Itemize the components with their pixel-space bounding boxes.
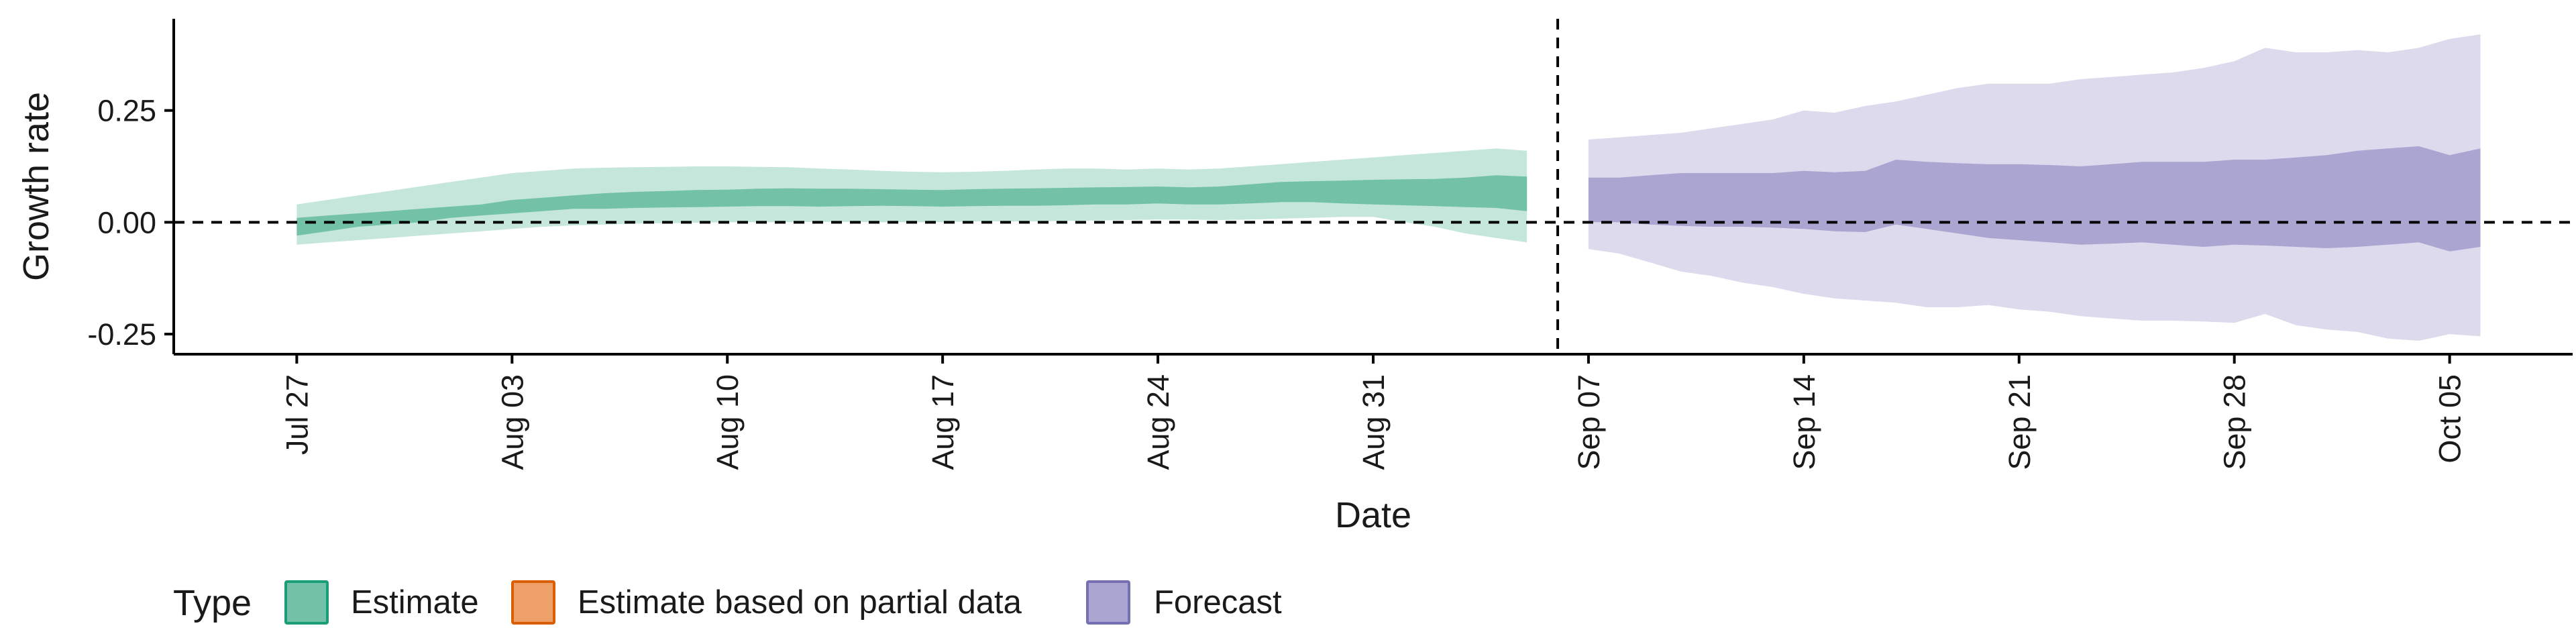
y-axis-title: Growth rate: [16, 92, 56, 281]
x-tick-label: Aug 10: [710, 374, 745, 470]
legend-key-forecast: [1086, 580, 1130, 625]
x-tick-label: Aug 31: [1356, 374, 1391, 470]
legend: Type Estimate Estimate based on partial …: [173, 580, 1282, 625]
legend-key-estimate: [284, 580, 329, 625]
x-tick-label: Aug 03: [495, 374, 529, 470]
x-tick-label: Oct 05: [2433, 374, 2467, 464]
y-tick-label: 0.25: [97, 94, 156, 128]
legend-label-partial: Estimate based on partial data: [578, 584, 1022, 621]
legend-label-forecast: Forecast: [1154, 584, 1282, 621]
plot-area: [174, 19, 2573, 354]
legend-key-partial: [511, 580, 555, 625]
x-tick-label: Aug 24: [1141, 374, 1175, 470]
forecast-band-50: [1588, 146, 2481, 252]
x-tick-label: Jul 27: [280, 374, 314, 455]
legend-item-estimate: Estimate: [284, 580, 479, 625]
legend-title: Type: [173, 583, 252, 623]
x-tick-label: Sep 14: [1787, 374, 1821, 470]
estimate-band-50: [297, 175, 1527, 236]
x-tick-label: Sep 28: [2218, 374, 2252, 470]
legend-item-partial: Estimate based on partial data: [511, 580, 1022, 625]
x-axis-title: Date: [1335, 495, 1411, 535]
axes: Growth rate Date -0.25 0.00 0.25 Jul 27 Aug …: [16, 19, 2573, 535]
x-tick-label: Sep 07: [1572, 374, 1606, 470]
y-tick-label: -0.25: [87, 317, 156, 352]
x-tick-label: Sep 21: [2002, 374, 2037, 470]
legend-label-estimate: Estimate: [351, 584, 479, 621]
x-tick-label: Aug 17: [926, 374, 960, 470]
legend-item-forecast: Forecast: [1086, 580, 1282, 625]
y-tick-label: 0.00: [97, 205, 156, 239]
